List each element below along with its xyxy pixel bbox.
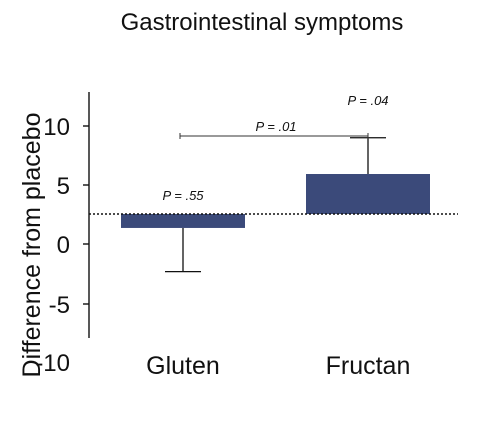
chart-title: Gastrointestinal symptoms bbox=[121, 9, 404, 36]
fructan-p-value: P = .04 bbox=[347, 93, 388, 108]
y-tick-label: 10 bbox=[43, 114, 70, 141]
y-tick-label: -5 bbox=[49, 292, 70, 319]
y-tick-label: -10 bbox=[35, 350, 70, 377]
gluten-p-value: P = .55 bbox=[162, 188, 204, 203]
y-axis-label: Difference from placebo bbox=[18, 113, 46, 378]
comparison-p-value: P = .01 bbox=[255, 119, 296, 134]
x-category-label: Gluten bbox=[146, 352, 220, 380]
bars bbox=[121, 174, 430, 228]
category-labels: Gluten Fructan bbox=[146, 352, 410, 380]
bar-gluten bbox=[121, 214, 245, 228]
p-value-annotations: P = .55 P = .04 P = .01 bbox=[162, 93, 388, 203]
bar-fructan bbox=[306, 174, 430, 214]
x-category-label: Fructan bbox=[326, 352, 411, 380]
y-tick-label: 0 bbox=[57, 232, 70, 259]
y-ticks: 10 5 0 -5 -10 bbox=[35, 114, 89, 377]
y-tick-label: 5 bbox=[57, 173, 70, 200]
